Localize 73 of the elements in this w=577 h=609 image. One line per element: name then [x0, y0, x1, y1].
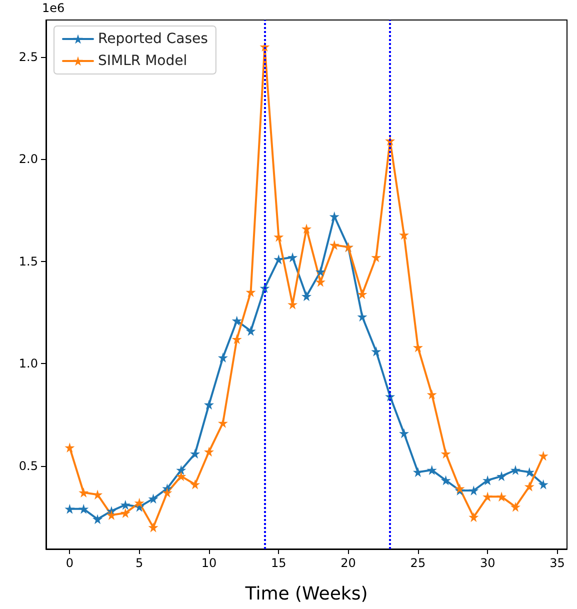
- point: [176, 471, 186, 482]
- y-tick-label: 2.5: [18, 50, 38, 64]
- point: [538, 479, 548, 490]
- y-tick-label: 2.0: [18, 152, 38, 166]
- point: [274, 254, 284, 264]
- point: [412, 467, 423, 478]
- point: [482, 475, 493, 486]
- x-tick-label: 35: [550, 556, 565, 570]
- point: [134, 498, 144, 508]
- x-tick-label: 20: [340, 556, 356, 570]
- point: [371, 346, 382, 356]
- point: [218, 352, 228, 363]
- point: [288, 252, 298, 262]
- point: [426, 465, 437, 476]
- point: [64, 442, 75, 453]
- legend-label: SIMLR Model: [98, 53, 188, 69]
- point: [315, 276, 326, 287]
- point: [232, 316, 242, 326]
- point: [496, 471, 507, 482]
- point: [274, 232, 284, 242]
- point: [148, 522, 158, 532]
- point: [510, 502, 520, 512]
- point: [246, 326, 256, 336]
- point: [92, 490, 103, 500]
- point: [426, 389, 437, 400]
- point: [232, 334, 242, 344]
- point: [78, 504, 89, 514]
- point: [329, 211, 340, 222]
- point: [204, 400, 214, 410]
- x-tick-label: 0: [66, 556, 74, 570]
- point: [399, 230, 410, 240]
- point: [162, 488, 172, 498]
- x-tick-label: 5: [136, 556, 144, 570]
- point: [302, 224, 312, 234]
- text: 1e6: [42, 1, 65, 15]
- y-tick-label: 0.5: [18, 458, 38, 473]
- point: [412, 342, 423, 352]
- point: [190, 479, 200, 490]
- point: [510, 465, 520, 476]
- x-tick-label: 10: [201, 556, 217, 570]
- point: [64, 504, 75, 514]
- point: [468, 512, 479, 522]
- point: [440, 475, 451, 486]
- point: [440, 448, 451, 459]
- point: [357, 289, 368, 300]
- y-tick-label: 1.5: [18, 254, 38, 268]
- point: [371, 252, 382, 262]
- point: [538, 450, 548, 461]
- x-tick-label: 15: [271, 556, 286, 570]
- legend-label: Reported Cases: [98, 31, 208, 47]
- point: [315, 266, 326, 277]
- point: [120, 508, 130, 518]
- point: [329, 240, 340, 250]
- point: [218, 418, 228, 428]
- point: [176, 465, 186, 476]
- x-axis-title: Time (Weeks): [244, 584, 368, 604]
- point: [357, 312, 368, 322]
- point: [302, 291, 312, 302]
- point: [148, 494, 158, 504]
- point: [482, 492, 493, 502]
- point: [524, 467, 534, 478]
- point: [190, 448, 200, 459]
- point: [120, 500, 130, 510]
- x-tick-label: 25: [410, 556, 426, 570]
- point: [92, 514, 103, 524]
- y-tick-label: 1.0: [18, 356, 38, 371]
- point: [524, 481, 534, 492]
- point: [78, 488, 89, 498]
- point: [468, 485, 479, 496]
- x-tick-label: 30: [480, 556, 496, 570]
- point: [496, 492, 507, 502]
- point: [399, 428, 410, 438]
- point: [204, 446, 214, 457]
